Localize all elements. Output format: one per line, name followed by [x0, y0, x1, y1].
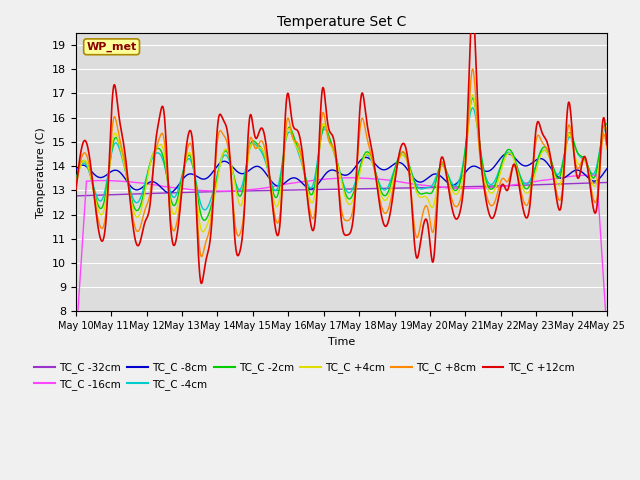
Y-axis label: Temperature (C): Temperature (C): [36, 127, 47, 217]
Text: WP_met: WP_met: [86, 42, 137, 52]
Title: Temperature Set C: Temperature Set C: [276, 15, 406, 29]
X-axis label: Time: Time: [328, 336, 355, 347]
Legend: TC_C -32cm, TC_C -16cm, TC_C -8cm, TC_C -4cm, TC_C -2cm, TC_C +4cm, TC_C +8cm, T: TC_C -32cm, TC_C -16cm, TC_C -8cm, TC_C …: [30, 359, 579, 394]
